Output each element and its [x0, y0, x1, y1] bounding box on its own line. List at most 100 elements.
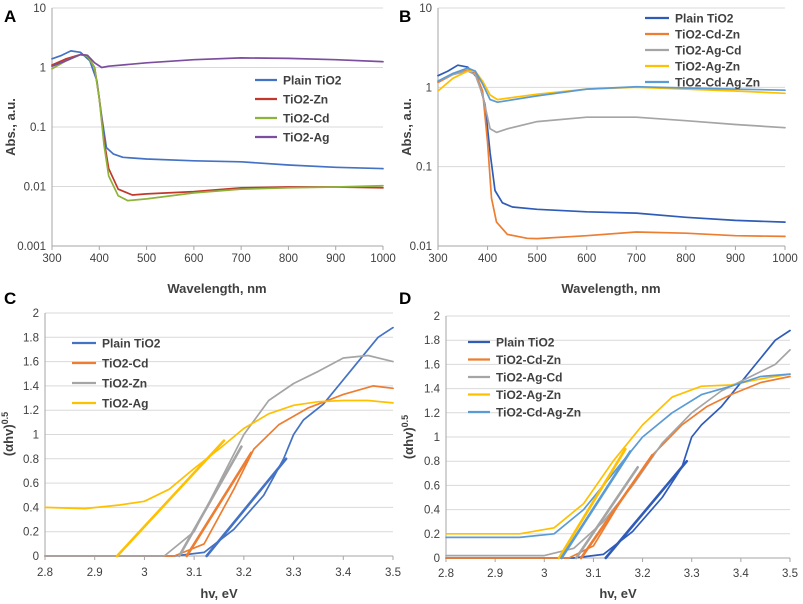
series-line-tio2-ag [51, 53, 384, 69]
legend-label: TiO2-Ag-Cd [675, 44, 741, 58]
legend-label: TiO2-Zn [102, 377, 147, 391]
x-tick-label: 1000 [370, 253, 396, 265]
x-tick-label: 3.4 [733, 568, 750, 580]
y-axis-title-superscript: 0.5 [0, 412, 10, 425]
y-tick-label: 1.8 [23, 332, 39, 344]
y-tick-label: 0.8 [424, 456, 440, 468]
legend-label: TiO2-Ag [102, 397, 148, 411]
series-line-tio2-cd-ag-zn [445, 373, 791, 539]
tangent-fit-line [205, 457, 288, 558]
x-tick-label: 1000 [772, 253, 798, 265]
x-tick-label: 3 [541, 568, 547, 580]
series-line-plain-tio2 [437, 64, 786, 223]
tangent-fit-line [574, 465, 640, 560]
legend-label: Plain TiO2 [675, 12, 734, 26]
y-tick-label: 1 [40, 63, 46, 75]
panel-d: 0 0.2 0.4 0.6 0.8 1 1.2 1.4 1.6 1.8 2 2.8 2.9 3 3.1 3.2… [399, 289, 798, 601]
y-tick-label: 0 [434, 553, 440, 565]
y-tick-label: 1.2 [424, 408, 440, 420]
y-tick-label: 0.4 [424, 505, 441, 517]
y-tick-label: 0.2 [424, 529, 440, 541]
panel-letter: C [4, 289, 16, 308]
x-tick-label: 600 [577, 253, 596, 265]
tangent-fit-line [115, 439, 226, 558]
x-tick-label: 3.5 [385, 567, 401, 579]
legend-label: Plain TiO2 [283, 74, 342, 88]
panel-c: 0 0.2 0.4 0.6 0.8 1 1.2 1.4 1.6 1.8 2 2.8 2.9 3 3.1 3.2… [0, 289, 401, 601]
x-axis-title: Wavelength, nm [561, 281, 660, 296]
x-tick-label: 2.9 [87, 567, 103, 579]
legend-label: TiO2-Cd-Ag-Zn [496, 406, 581, 420]
panel-letter: D [399, 289, 411, 308]
y-tick-label: 0.01 [410, 241, 432, 253]
legend-label: TiO2-Ag-Cd [496, 371, 562, 385]
series-line-plain-tio2 [44, 326, 394, 557]
legend-label: TiO2-Cd-Zn [675, 28, 740, 42]
panel-letter: B [399, 7, 411, 26]
x-tick-label: 3.3 [286, 567, 302, 579]
y-tick-label: 0 [33, 551, 39, 563]
y-tick-label: 1.4 [424, 384, 441, 396]
y-tick-label: 0.001 [17, 241, 46, 253]
x-tick-label: 2.8 [37, 567, 53, 579]
y-tick-label: 1.4 [23, 381, 40, 393]
y-tick-label: 1.8 [424, 335, 440, 347]
x-tick-label: 400 [90, 253, 109, 265]
x-tick-label: 3 [141, 567, 147, 579]
tangent-fit-line [560, 450, 632, 560]
legend-label: TiO2-Ag [283, 131, 329, 145]
tangent-fit-line [579, 453, 654, 560]
x-axis-title: Wavelength, nm [167, 281, 266, 296]
series-line-plain-tio2 [51, 50, 384, 170]
y-tick-label: 1 [33, 430, 39, 442]
y-tick-label: 0.1 [30, 122, 46, 134]
tangent-fit-line [185, 451, 253, 558]
x-tick-label: 800 [279, 253, 298, 265]
y-tick-label: 0.6 [23, 478, 39, 490]
panel-a: 0.001 0.01 0.1 1 10 300 400 500 600 700 800 900 1000… [3, 3, 396, 296]
y-tick-label: 1.6 [424, 359, 440, 371]
x-tick-label: 500 [528, 253, 547, 265]
x-tick-label: 3.4 [335, 567, 352, 579]
x-tick-label: 400 [478, 253, 497, 265]
y-tick-label: 0.1 [416, 162, 432, 174]
x-tick-label: 900 [726, 253, 745, 265]
legend-label: TiO2-Ag-Zn [675, 60, 740, 74]
y-axis-title: (αhv)0.5 [400, 415, 416, 459]
y-tick-label: 1 [426, 82, 432, 94]
y-tick-label: 10 [419, 3, 432, 15]
x-tick-label: 3.3 [684, 568, 700, 580]
y-tick-label: 1.2 [23, 405, 39, 417]
x-tick-label: 700 [627, 253, 646, 265]
x-tick-label: 2.9 [487, 568, 503, 580]
legend-label: TiO2-Cd-Zn [496, 353, 561, 367]
x-tick-label: 3.2 [236, 567, 252, 579]
y-tick-label: 1.6 [23, 357, 39, 369]
y-tick-label: 0.6 [424, 480, 440, 492]
legend-label: TiO2-Cd [283, 112, 329, 126]
y-axis-title: (αhv)0.5 [0, 412, 16, 456]
y-tick-label: 10 [33, 3, 46, 15]
y-tick-label: 0.8 [23, 454, 39, 466]
x-tick-label: 600 [184, 253, 203, 265]
x-axis-title: hv, eV [200, 586, 238, 601]
tangent-fit-line [604, 459, 689, 560]
x-tick-label: 3.1 [186, 567, 202, 579]
y-tick-label: 2 [33, 308, 39, 320]
legend-label: Plain TiO2 [496, 336, 555, 350]
tangent-fit-line [557, 447, 627, 560]
legend-label: TiO2-Zn [283, 93, 328, 107]
y-axis-title-superscript: 0.5 [400, 415, 410, 428]
series-line-tio2-ag-zn [437, 70, 786, 101]
y-tick-label: 0.4 [23, 502, 40, 514]
legend-label: TiO2-Cd-Ag-Zn [675, 76, 760, 90]
panel-b: 0.01 0.1 1 10 300 400 500 600 700 800 900 1000 Plain… [399, 3, 798, 296]
legend-label: TiO2-Ag-Zn [496, 388, 561, 402]
x-tick-label: 900 [326, 253, 345, 265]
y-tick-label: 2 [434, 311, 440, 323]
x-tick-label: 700 [232, 253, 251, 265]
series-line-tio2-ag [44, 399, 394, 510]
x-axis-title: hv, eV [599, 586, 637, 601]
x-tick-label: 300 [42, 253, 61, 265]
